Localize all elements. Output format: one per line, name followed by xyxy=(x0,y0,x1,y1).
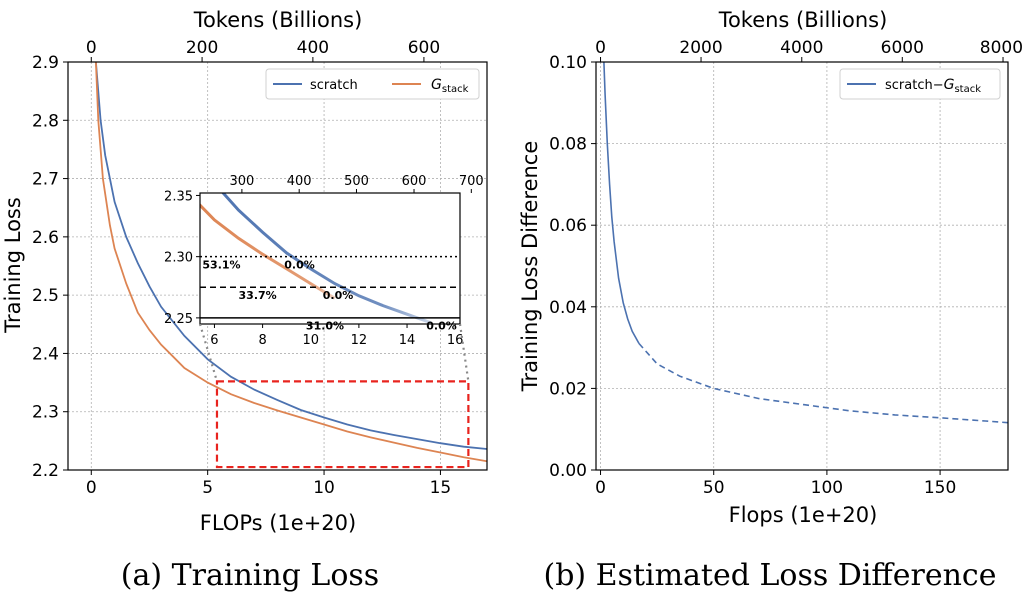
y-tick-label: 0.10 xyxy=(549,53,587,73)
y-tick-label: 2.4 xyxy=(32,344,59,364)
panel-a-training-loss: 0 5 10 15 0 200 400 600 2.2 2.3 2.4 2.5 2.6 2.7 2.8 2.9… xyxy=(1,8,488,593)
y-tick-label: 0.04 xyxy=(549,298,587,318)
y-tick-label: 2.2 xyxy=(32,461,59,481)
inset-top-tick-label: 400 xyxy=(287,174,312,189)
panel-b-x-axis-label: Flops (1e+20) xyxy=(729,503,878,527)
top-x-tick-label: 0 xyxy=(86,38,97,58)
zoom-region-box xyxy=(215,380,470,469)
inset-threshold-lines xyxy=(200,255,460,319)
panel-a-y-axis-label: Training Loss xyxy=(1,197,25,334)
top-x-tick-label: 6000 xyxy=(881,38,924,58)
inset-annotation: 0.0% xyxy=(323,289,354,302)
inset-series-scratch xyxy=(221,193,432,324)
inset-annotation: 53.1% xyxy=(202,258,240,271)
inset-annotation: 0.0% xyxy=(284,258,315,271)
connector-line-left xyxy=(198,323,219,382)
inset-annotation: 33.7% xyxy=(239,289,277,302)
connector-line-right xyxy=(458,323,470,382)
panel-b-ticks: 0 50 100 150 0 2000 4000 6000 8000 0.00 0.02 0.04 0.… xyxy=(549,38,1023,498)
inset-top-tick-label: 500 xyxy=(344,174,369,189)
y-tick-label: 0.08 xyxy=(549,135,587,155)
inset-y-tick-label: 2.35 xyxy=(164,189,193,204)
y-tick-label: 2.6 xyxy=(32,228,59,248)
panel-a-legend: scratch Gstack xyxy=(265,68,480,100)
inset-connector-lines xyxy=(198,323,470,382)
panel-b-y-axis-label: Training Loss Difference xyxy=(518,141,542,393)
panel-a-plot-frame xyxy=(67,61,488,471)
inset-annotations: 53.1% 0.0% 33.7% 0.0% 31.0% 0.0% xyxy=(202,258,456,332)
inset-frame xyxy=(199,192,461,325)
y-tick-label: 2.9 xyxy=(32,53,59,73)
difference-series-dashed xyxy=(638,342,1008,424)
inset-x-tick-label: 10 xyxy=(302,333,319,348)
panel-b-caption: (b) Estimated Loss Difference xyxy=(544,558,997,593)
inset-x-tick-label: 14 xyxy=(399,333,416,348)
x-tick-label: 150 xyxy=(924,478,956,498)
top-x-tick-label: 200 xyxy=(186,38,218,58)
panel-a-ticks: 0 5 10 15 0 200 400 600 2.2 2.3 2.4 2.5 2.6 2.7 2.8 2.9 xyxy=(32,38,451,498)
inset-ticks: 6 8 10 12 14 16 300 400 500 600 700 2.25 2.30 2.35 xyxy=(164,174,484,348)
top-x-tick-label: 2000 xyxy=(679,38,722,58)
inset-lines xyxy=(200,193,432,324)
y-tick-label: 2.7 xyxy=(32,170,59,190)
top-x-tick-label: 8000 xyxy=(980,38,1023,58)
inset-x-tick-label: 12 xyxy=(351,333,368,348)
y-tick-label: 2.8 xyxy=(32,111,59,131)
inset-top-tick-label: 300 xyxy=(229,174,254,189)
inset-annotation: 31.0% xyxy=(306,320,344,333)
x-tick-label: 15 xyxy=(430,478,452,498)
panel-a-inset: 53.1% 0.0% 33.7% 0.0% 31.0% 0.0% 6 8 10 12 14 16 30… xyxy=(164,174,484,348)
y-tick-label: 0.00 xyxy=(549,461,587,481)
panel-b-plot-frame xyxy=(595,61,1009,471)
panel-a-x-axis-label: FLOPs (1e+20) xyxy=(200,511,356,535)
legend-gstack-label: Gstack xyxy=(431,77,469,95)
inset-top-tick-label: 700 xyxy=(459,174,484,189)
panel-a-legend-box xyxy=(265,68,480,100)
x-tick-label: 10 xyxy=(313,478,335,498)
x-tick-label: 0 xyxy=(595,478,606,498)
panel-b-legend: scratch−Gstack xyxy=(839,68,1001,100)
x-tick-label: 100 xyxy=(811,478,843,498)
x-tick-label: 0 xyxy=(86,478,97,498)
x-tick-label: 5 xyxy=(202,478,213,498)
top-x-tick-label: 4000 xyxy=(780,38,823,58)
inset-y-tick-label: 2.25 xyxy=(164,312,193,327)
y-tick-label: 2.5 xyxy=(32,286,59,306)
panel-b-grid xyxy=(596,61,1008,471)
panel-b-legend-box xyxy=(839,68,1001,100)
panel-a-zoom-box xyxy=(215,380,470,469)
inset-series-gstack xyxy=(200,203,336,300)
x-tick-label: 50 xyxy=(703,478,725,498)
inset-x-tick-label: 16 xyxy=(447,333,464,348)
difference-series-solid xyxy=(603,62,640,344)
inset-y-tick-label: 2.30 xyxy=(164,251,193,266)
series-line-scratch xyxy=(95,62,487,450)
inset-top-tick-label: 600 xyxy=(402,174,427,189)
y-tick-label: 0.06 xyxy=(549,216,587,236)
top-x-tick-label: 400 xyxy=(297,38,329,58)
top-x-tick-label: 600 xyxy=(408,38,440,58)
panel-b-loss-difference: 0 50 100 150 0 2000 4000 6000 8000 0.00 0.02 0.04 0.… xyxy=(518,8,1023,593)
inset-x-tick-label: 8 xyxy=(258,333,266,348)
legend-scratch-label: scratch xyxy=(310,78,358,93)
panel-a-lines xyxy=(95,62,487,463)
series-line-gstack xyxy=(95,62,487,463)
inset-x-tick-label: 6 xyxy=(210,333,218,348)
y-tick-label: 0.02 xyxy=(549,379,587,399)
top-x-tick-label: 0 xyxy=(595,38,606,58)
inset-annotation: 0.0% xyxy=(426,320,457,333)
y-tick-label: 2.3 xyxy=(32,403,59,423)
panel-b-lines xyxy=(603,62,1008,424)
panel-b-top-axis-label: Tokens (Billions) xyxy=(718,8,888,32)
panel-a-top-axis-label: Tokens (Billions) xyxy=(193,8,363,32)
panel-a-caption: (a) Training Loss xyxy=(121,558,379,593)
